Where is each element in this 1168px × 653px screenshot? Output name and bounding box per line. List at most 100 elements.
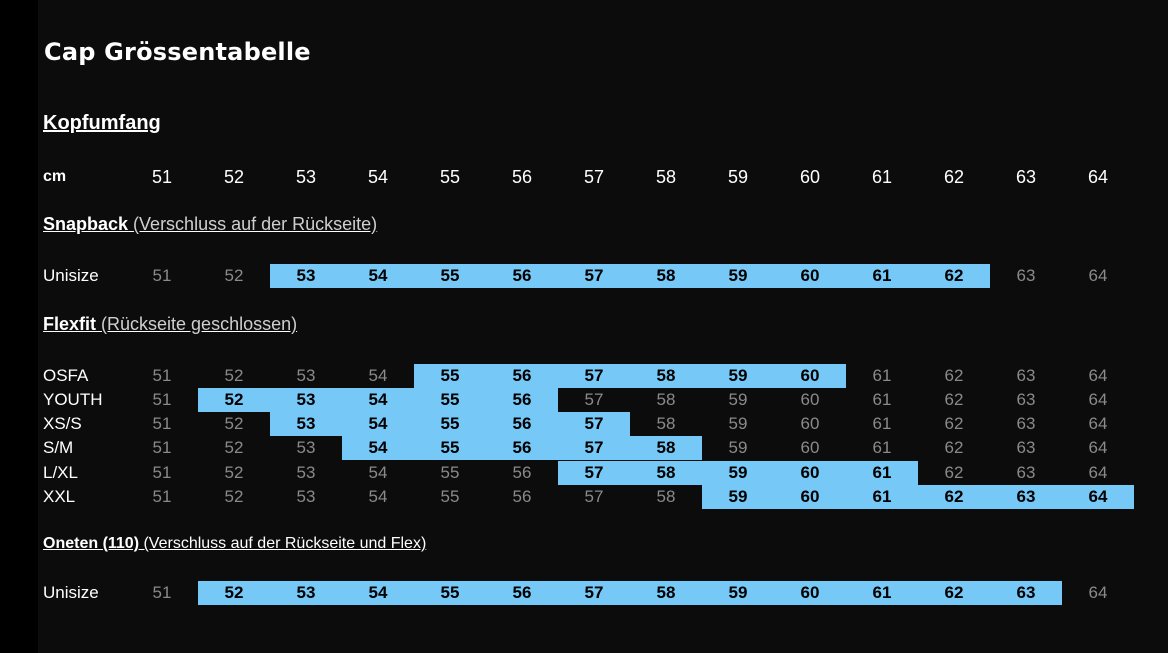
size-cell: 57 bbox=[558, 461, 630, 485]
size-cell: 60 bbox=[800, 390, 820, 409]
size-cell: 63 bbox=[990, 581, 1062, 605]
flexfit-row: L/XL 51 52 53 54 55 56 57 58 59 60 61 62 63 64 bbox=[0, 461, 1168, 485]
size-cell: 60 bbox=[800, 414, 820, 433]
size-cell: 59 bbox=[702, 581, 774, 605]
size-cell: 61 bbox=[846, 264, 918, 288]
section-title-flexfit: Flexfit (Rückseite geschlossen) bbox=[43, 314, 298, 334]
size-cell: 54 bbox=[342, 436, 414, 460]
size-cell: 57 bbox=[584, 390, 604, 409]
row-label: L/XL bbox=[43, 463, 78, 482]
size-cell: 63 bbox=[1016, 438, 1036, 457]
size-cell: 53 bbox=[296, 463, 316, 482]
size-cell: 57 bbox=[558, 436, 630, 460]
flexfit-row: XXL 51 52 53 54 55 56 57 58 59 60 61 62 63 64 bbox=[0, 485, 1168, 509]
size-cell: 64 bbox=[1062, 485, 1134, 509]
size-cell: 62 bbox=[944, 390, 964, 409]
size-cell: 51 bbox=[152, 438, 172, 457]
size-cell: 57 bbox=[584, 487, 604, 506]
size-cell: 56 bbox=[486, 388, 558, 412]
size-cell: 52 bbox=[224, 366, 244, 385]
size-cell: 62 bbox=[943, 167, 965, 187]
size-cell: 51 bbox=[152, 390, 172, 409]
size-cell: 54 bbox=[368, 487, 388, 506]
size-cell: 52 bbox=[224, 487, 244, 506]
size-cell: 57 bbox=[583, 167, 605, 187]
size-cell: 52 bbox=[224, 438, 244, 457]
row-label: Unisize bbox=[43, 583, 99, 602]
size-cell: 52 bbox=[224, 266, 244, 285]
size-cell: 63 bbox=[1016, 366, 1036, 385]
row-label: OSFA bbox=[43, 366, 89, 385]
row-label: XS/S bbox=[43, 414, 82, 433]
size-cell: 59 bbox=[727, 167, 749, 187]
size-cell: 58 bbox=[630, 264, 702, 288]
size-cell: 51 bbox=[152, 366, 172, 385]
size-cell: 53 bbox=[270, 581, 342, 605]
size-cell: 54 bbox=[342, 581, 414, 605]
size-cell: 61 bbox=[846, 485, 918, 509]
size-cell: 53 bbox=[296, 366, 316, 385]
flexfit-row: XS/S 51 52 53 54 55 56 57 58 59 60 61 62 63 64 bbox=[0, 412, 1168, 436]
size-cell: 58 bbox=[630, 364, 702, 388]
size-cell: 63 bbox=[1016, 390, 1036, 409]
size-cell: 53 bbox=[296, 487, 316, 506]
size-cell: 62 bbox=[944, 414, 964, 433]
size-cell: 61 bbox=[846, 581, 918, 605]
size-cell: 54 bbox=[342, 388, 414, 412]
size-cell: 58 bbox=[630, 461, 702, 485]
size-cell: 51 bbox=[152, 583, 172, 602]
size-cell: 60 bbox=[774, 485, 846, 509]
size-cell: 59 bbox=[728, 414, 748, 433]
size-cell: 58 bbox=[656, 390, 676, 409]
flexfit-row: S/M 51 52 53 54 55 56 57 58 59 60 61 62 63 64 bbox=[0, 436, 1168, 460]
snapback-row: Unisize 51 52 53 54 55 56 57 58 59 60 61 62 63 64 bbox=[0, 264, 1168, 288]
size-cell: 59 bbox=[728, 438, 748, 457]
size-cell: 54 bbox=[368, 366, 388, 385]
size-cell: 59 bbox=[702, 461, 774, 485]
flexfit-row: OSFA 51 52 53 54 55 56 57 58 59 60 61 62 63 64 bbox=[0, 364, 1168, 388]
size-cell: 53 bbox=[270, 388, 342, 412]
size-cell: 56 bbox=[486, 264, 558, 288]
size-cell: 58 bbox=[630, 436, 702, 460]
size-cell: 63 bbox=[990, 485, 1062, 509]
size-cell: 62 bbox=[944, 438, 964, 457]
size-cell: 63 bbox=[1016, 463, 1036, 482]
size-cell: 52 bbox=[223, 167, 245, 187]
row-label: Unisize bbox=[43, 266, 99, 285]
size-cell: 54 bbox=[367, 167, 389, 187]
oneten-row: Unisize 51 52 53 54 55 56 57 58 59 60 61 62 63 64 bbox=[0, 581, 1168, 605]
size-cell: 55 bbox=[440, 463, 460, 482]
size-cell: 59 bbox=[702, 485, 774, 509]
size-cell: 64 bbox=[1088, 438, 1108, 457]
size-cell: 57 bbox=[558, 364, 630, 388]
header-row-cm: cm 51 52 53 54 55 56 57 58 59 60 61 62 63 64 bbox=[0, 165, 1168, 189]
size-cell: 63 bbox=[1016, 414, 1036, 433]
size-cell: 62 bbox=[918, 581, 990, 605]
size-cell: 60 bbox=[774, 264, 846, 288]
size-cell: 52 bbox=[224, 414, 244, 433]
size-cell: 57 bbox=[558, 581, 630, 605]
size-cell: 55 bbox=[414, 436, 486, 460]
size-cell: 55 bbox=[439, 167, 461, 187]
size-cell: 52 bbox=[224, 463, 244, 482]
size-cell: 62 bbox=[944, 366, 964, 385]
row-label: YOUTH bbox=[43, 390, 103, 409]
size-cell: 61 bbox=[872, 366, 892, 385]
size-cell: 63 bbox=[1016, 266, 1036, 285]
size-cell: 58 bbox=[656, 487, 676, 506]
size-cell: 53 bbox=[270, 264, 342, 288]
size-cell: 62 bbox=[918, 485, 990, 509]
size-cell: 55 bbox=[414, 412, 486, 436]
size-cell: 54 bbox=[342, 264, 414, 288]
size-cell: 54 bbox=[368, 463, 388, 482]
size-cell: 51 bbox=[152, 414, 172, 433]
size-cell: 64 bbox=[1088, 463, 1108, 482]
size-cell: 64 bbox=[1088, 414, 1108, 433]
size-cell: 61 bbox=[872, 438, 892, 457]
size-cell: 57 bbox=[558, 412, 630, 436]
size-cell: 58 bbox=[630, 581, 702, 605]
row-label: XXL bbox=[43, 487, 76, 506]
size-cell: 55 bbox=[414, 581, 486, 605]
section-title-oneten: Oneten (110) (Verschluss auf der Rücksei… bbox=[43, 535, 427, 552]
size-cell: 54 bbox=[342, 412, 414, 436]
